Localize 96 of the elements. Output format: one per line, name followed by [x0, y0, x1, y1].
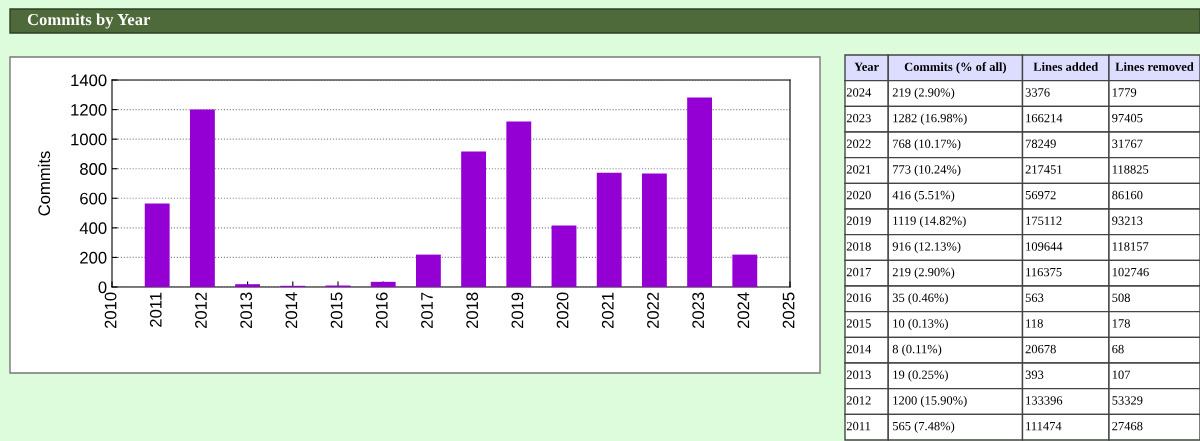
x-tick-label: 2014: [285, 292, 298, 329]
bar: [687, 97, 713, 287]
x-tick-label: Commits (% of all): [904, 62, 1007, 74]
text: 31767: [1112, 139, 1143, 148]
y-axis-title: Commits: [37, 151, 51, 216]
text: 166214: [1026, 113, 1063, 123]
y-tick-label: 2021: [846, 165, 871, 174]
bar: [144, 203, 170, 287]
text: 175112: [1026, 216, 1062, 225]
bar: [506, 121, 532, 287]
text: 53329: [1112, 396, 1143, 405]
y-tick-label: 600: [80, 192, 107, 205]
bar: [189, 109, 215, 287]
bar: [596, 172, 622, 287]
x-tick-label: 2012: [195, 292, 207, 329]
text: 8 (0.11%): [892, 344, 942, 356]
bar: [235, 284, 261, 287]
y-tick-label: 2022: [846, 139, 871, 148]
text: 118825: [1112, 165, 1149, 174]
x-tick-label: 2024: [737, 292, 750, 329]
y-tick-label: 1200: [71, 103, 107, 116]
text: 416 (5.51%): [892, 190, 955, 202]
text: 19 (0.25%): [893, 370, 948, 382]
text: 563: [1025, 293, 1044, 302]
x-tick-label: Lines removed: [1115, 62, 1194, 71]
text: 1282 (16.98%): [893, 113, 967, 125]
text: 773 (10.24%): [893, 164, 961, 177]
y-tick-label: 2024: [846, 88, 872, 97]
y-tick-label: 2018: [846, 242, 871, 251]
text: 565 (7.48%): [892, 421, 955, 433]
y-tick-label: 200: [80, 251, 107, 264]
text: 219 (2.90%): [892, 87, 955, 100]
text: 217451: [1025, 165, 1062, 174]
x-tick-label: 2016: [375, 292, 388, 329]
bar: [370, 281, 396, 287]
text: 10 (0.13%): [893, 318, 948, 331]
y-tick-label: 2013: [846, 370, 871, 379]
x-tick-label: 2021: [601, 292, 614, 329]
x-tick-label: 2022: [647, 292, 659, 329]
x-tick-label: Lines added: [1033, 62, 1099, 71]
text: 107: [1112, 370, 1131, 379]
x-tick-label: 2013: [240, 292, 253, 329]
text: 178: [1112, 319, 1130, 328]
text: 97405: [1112, 113, 1143, 123]
text: 118: [1026, 319, 1043, 328]
x-tick-label: 2015: [330, 292, 343, 329]
y-tick-label: 0: [98, 281, 107, 294]
text: 1119 (14.82%): [893, 216, 966, 228]
x-tick-label: 2010: [104, 292, 117, 329]
text: 27468: [1112, 421, 1143, 431]
x-tick-label: 2023: [692, 292, 705, 329]
x-tick-label: 2017: [421, 292, 433, 329]
text: 133396: [1026, 396, 1063, 405]
y-tick-label: 2019: [846, 216, 871, 225]
y-tick-label: 2012: [846, 396, 871, 405]
x-tick-label: 2025: [782, 292, 795, 329]
y-axis-title: Year: [854, 62, 879, 71]
bar: [415, 254, 441, 287]
text: 68: [1112, 344, 1124, 354]
bar: [641, 173, 667, 287]
text: 916 (12.13%): [892, 241, 961, 254]
y-tick-label: 1400: [71, 74, 107, 87]
y-tick-label: 800: [80, 163, 107, 175]
text: 768 (10.17%): [893, 139, 961, 151]
y-tick-label: 2023: [846, 113, 871, 123]
text: 1779: [1112, 88, 1137, 97]
text: 393: [1025, 370, 1044, 379]
text: 118157: [1112, 242, 1149, 251]
text: 508: [1112, 293, 1130, 302]
x-tick-label: 2011: [149, 292, 162, 327]
y-tick-label: 2014: [846, 344, 872, 354]
x-tick-label: 2019: [511, 292, 524, 329]
y-tick-label: 2020: [846, 190, 871, 200]
text: 35 (0.46%): [892, 293, 948, 305]
y-tick-label: 2017: [846, 267, 871, 277]
text: 1200 (15.90%): [893, 395, 967, 408]
text: 93213: [1112, 216, 1143, 225]
text: 56972: [1025, 190, 1056, 200]
chart-title: Commits by Year: [27, 13, 151, 29]
text: 78249: [1025, 139, 1056, 148]
text: 219 (2.90%): [892, 267, 955, 279]
text: 3376: [1025, 88, 1050, 97]
bar: [551, 225, 577, 287]
y-tick-label: 2011: [846, 421, 871, 431]
x-tick-label: 2018: [466, 292, 479, 329]
text: 109644: [1026, 242, 1063, 251]
bar: [461, 151, 487, 287]
text: 102746: [1112, 267, 1149, 277]
y-tick-label: 1000: [71, 133, 107, 146]
text: 111474: [1026, 421, 1062, 431]
text: 20678: [1025, 344, 1056, 354]
text: 86160: [1112, 190, 1143, 200]
bar: [732, 254, 758, 287]
x-tick-label: 2020: [556, 292, 569, 329]
y-tick-label: 400: [79, 222, 107, 235]
text: 116375: [1026, 267, 1062, 277]
